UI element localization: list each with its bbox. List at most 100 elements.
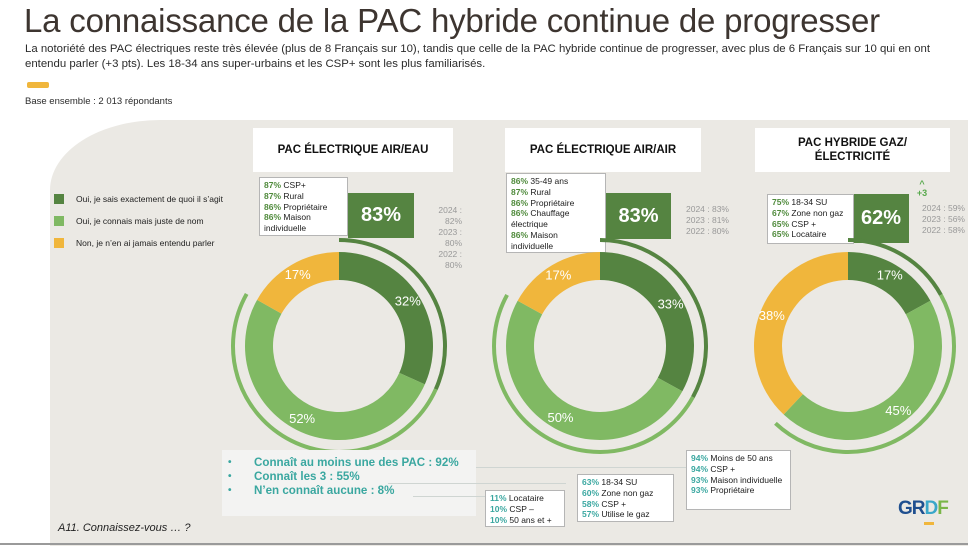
donut-chart-air-eau: 32% 52% 17% [231,238,447,454]
donut-slice-knows-name [244,299,425,441]
slice-label-knows-exactly: 33% [658,296,684,311]
segment-row: 93% Propriétaire [691,485,755,496]
slice-label-knows-name: 45% [885,403,911,418]
aware-arc-name [492,293,695,454]
aware-arc-exact [338,238,447,391]
segment-row: 94% CSP + [691,463,736,474]
donut-chart-hybride: 17% 45% 38% [754,238,956,454]
history-2022: 2022 : 80% [438,249,462,270]
segment-row: 86% 35-49 ans [511,176,569,186]
bullet-icon: • [228,471,232,482]
donut-slice-knows-name [783,300,942,440]
summary-item: • Connaît au moins une des PAC : 92% [228,456,459,469]
connector-line [388,483,566,484]
segment-row: 86% Propriétaire [264,201,328,212]
bullet-icon: • [228,485,232,496]
segment-row: 63% 18-34 SU [582,477,638,487]
aware-arc-name [231,292,438,454]
segment-row: 87% Rural [511,186,551,197]
segment-row: 57% Utilise le gaz [582,509,650,520]
segment-row: 86% Maison individuelle [264,212,311,234]
top-segments-hybride: 75% 18-34 SU 67% Zone non gaz 65% CSP + … [767,194,854,244]
top-segments-air-air: 86% 35-49 ans 87% Rural 86% Propriétaire… [506,173,606,253]
slice-label-knows-exactly: 17% [877,267,903,282]
history-2024: 2024 : 83% [685,204,729,214]
legend-item-knows-name: Oui, je connais mais juste de nom [54,210,223,232]
total-aware-air-air: 83% [606,193,671,239]
legend-label: Non, je n’en ai jamais entendu parler [76,238,215,248]
donut-slice-never-heard [517,252,600,315]
segment-row: 10% 50 ans et + [490,514,552,525]
segment-row: 60% Zone non gaz [582,487,654,498]
total-aware-hybride: 62% [853,194,909,243]
delta-value: +3 [916,188,928,198]
grdf-logo: GRDF [898,498,949,519]
chart-title-air-eau: PAC ÉLECTRIQUE AIR/EAU [253,128,453,172]
legend-swatch [54,194,64,204]
question-label: A11. Connaissez-vous … ? [58,522,191,534]
history-2023: 2023 : 81% [685,215,729,225]
footer-divider [0,543,968,545]
segment-row: 10% CSP – [490,503,534,514]
legend-label: Oui, je sais exactement de quoi il s’agi… [76,194,223,204]
segment-row: 75% 18-34 SU [772,197,828,207]
accent-bar [27,82,49,88]
donut-slice-never-heard [257,252,339,314]
connector-line [476,467,686,468]
segment-row: 86% Chauffage électrique [511,208,570,230]
legend-swatch [54,216,64,226]
slice-label-never-heard: 17% [285,267,311,282]
history-2023: 2023 : 56% [921,214,965,224]
slice-label-knows-name: 52% [289,411,315,426]
total-aware-air-eau: 83% [348,193,414,238]
summary-item: • N’en connaît aucune : 8% [228,484,395,497]
legend-item-never-heard: Non, je n’en ai jamais entendu parler [54,232,223,254]
slice-label-knows-exactly: 32% [395,293,421,308]
connector-line [413,496,485,497]
page-subtitle: La notoriété des PAC électriques reste t… [25,43,931,70]
history-air-air: 2024 : 83% 2023 : 81% 2022 : 80% [677,204,729,237]
legend-item-knows-exactly: Oui, je sais exactement de quoi il s’agi… [54,188,223,210]
history-2022: 2022 : 58% [921,225,965,235]
history-2022: 2022 : 80% [685,226,729,236]
history-2024: 2024 : 59% [921,203,965,213]
top-segments-air-eau: 87% CSP+ 87% Rural 86% Propriétaire 86% … [259,177,348,236]
segment-row: 94% Moins de 50 ans [691,453,773,463]
slice-label-knows-name: 50% [547,410,573,425]
history-hybride: 2024 : 59% 2023 : 56% 2022 : 58% [913,203,965,236]
caret-up-icon: ^ [919,179,925,189]
segments-none: 11% Locataire 10% CSP – 10% 50 ans et + [485,490,565,527]
segment-row: 65% CSP + [772,218,817,229]
summary-item: • Connaît les 3 : 55% [228,470,360,483]
donut-slice-knows-name [506,300,683,440]
aware-arc-exact [599,238,708,399]
bullet-icon: • [228,457,232,468]
legend-swatch [54,238,64,248]
page-title: La connaissance de la PAC hybride contin… [24,2,880,39]
segment-row: 65% Locataire [772,229,827,240]
slice-label-never-heard: 38% [759,308,785,323]
chart-title-hybride: PAC HYBRIDE GAZ/ÉLECTRICITÉ [755,128,950,172]
donut-slice-knows-exactly [848,252,931,315]
history-2023: 2023 : 80% [438,227,462,248]
segments-any: 94% Moins de 50 ans 94% CSP + 93% Maison… [686,450,791,510]
segment-row: 86% Maison individuelle [511,229,558,251]
segments-all-three: 63% 18-34 SU 60% Zone non gaz 58% CSP + … [577,474,674,522]
segment-row: 87% Rural [264,190,304,201]
donut-slice-knows-exactly [600,252,694,392]
base-note: Base ensemble : 2 013 répondants [25,96,173,107]
aware-arc-name [774,293,956,454]
legend-label: Oui, je connais mais juste de nom [76,216,204,226]
segment-row: 86% Propriétaire [511,197,575,208]
segment-row: 58% CSP + [582,498,627,509]
legend: Oui, je sais exactement de quoi il s’agi… [54,188,223,254]
delta-hybride: ^ +3 [913,180,931,198]
slice-label-never-heard: 17% [545,267,571,282]
logo-accent [924,522,934,525]
donut-slice-knows-exactly [339,252,433,385]
segment-row: 11% Locataire [490,493,544,503]
aware-arc-exact [847,238,943,296]
segment-row: 67% Zone non gaz [772,207,844,218]
donut-chart-air-air: 33% 50% 17% [492,238,708,454]
history-air-eau: 2024 : 82% 2023 : 80% 2022 : 80% [420,205,462,271]
